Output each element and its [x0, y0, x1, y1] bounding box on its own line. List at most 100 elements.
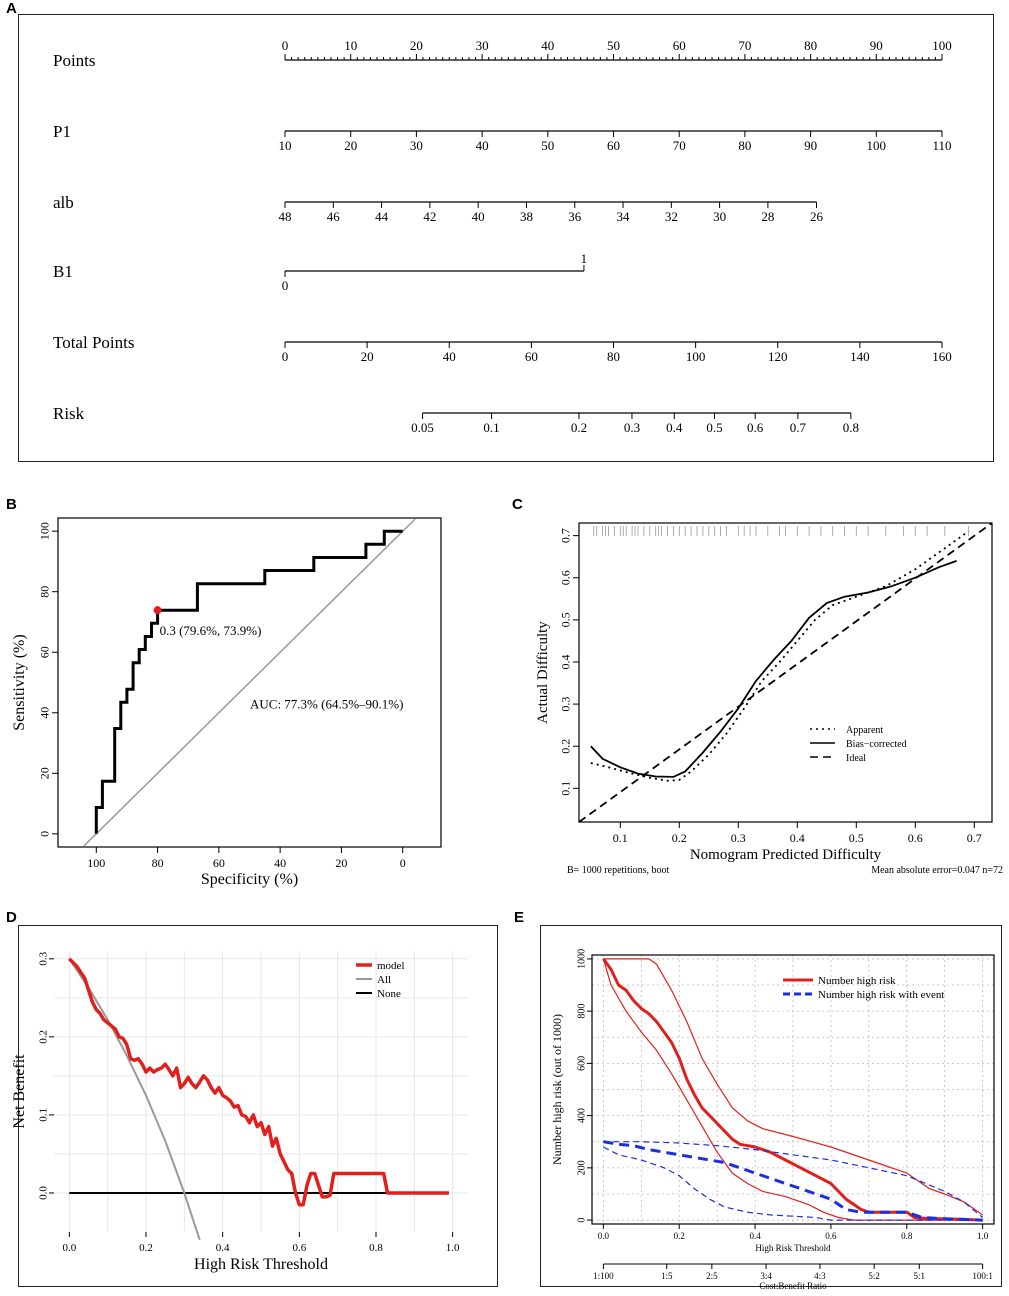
x-tick-label: 0.7 [967, 831, 982, 845]
legend-label: Number high risk with event [818, 989, 944, 1001]
x-tick-label: 20 [335, 856, 347, 870]
calibration-chart: 0.1 0.2 0.3 0.4 0.5 0.6 0.7 0.1 0.2 0.3 0.4 0.5 0.6 0… [535, 522, 1003, 876]
y-tick-label: 80 [38, 586, 52, 598]
y-tick-label: 0.7 [559, 528, 573, 543]
optimal-cutoff-point [153, 606, 162, 615]
x-axis-title: High Risk Threshold [194, 1256, 328, 1273]
tick-label-0: 60 [673, 38, 686, 53]
y-tick-label: 60 [38, 646, 52, 658]
panel-label-a: A [6, 0, 17, 17]
x-tick-label: 0.6 [292, 1242, 306, 1254]
y-tick-label: 200 [576, 1160, 587, 1175]
tick-label-3: 1 [581, 251, 588, 266]
cb-tick-label: 100:1 [972, 1271, 993, 1281]
tick-label-1: 100 [867, 138, 887, 153]
y-tick-label: 0.2 [559, 739, 573, 754]
tick-label-5: 0.05 [411, 420, 434, 435]
tick-label-5: 0.5 [706, 420, 722, 435]
x-tick-label: 0.8 [901, 1231, 913, 1241]
x-tick-label: 1.0 [977, 1231, 989, 1241]
y-tick-label: 400 [576, 1108, 587, 1123]
x-tick-label: 0.8 [369, 1242, 383, 1254]
y-tick-label: 0.5 [559, 612, 573, 627]
x-axis-title: Nomogram Predicted Difficulty [690, 847, 882, 863]
y-axis-title: Sensitivity (%) [11, 634, 28, 730]
legend-label: All [377, 974, 391, 986]
row-label-1: P1 [53, 122, 71, 141]
tick-label-2: 36 [568, 209, 582, 224]
tick-label-5: 0.2 [571, 420, 587, 435]
tick-label-2: 48 [279, 209, 292, 224]
tick-label-1: 80 [738, 138, 751, 153]
y-tick-label: 0.0 [38, 1186, 50, 1200]
cb-tick-label: 1:100 [593, 1271, 614, 1281]
tick-label-3: 0 [282, 278, 289, 293]
y-axis-title: Number high risk (out of 1000) [550, 1014, 564, 1165]
tick-label-4: 60 [525, 349, 538, 364]
x-tick-label: 0.1 [613, 831, 628, 845]
tick-label-2: 34 [617, 209, 631, 224]
tick-label-4: 100 [686, 349, 706, 364]
y-tick-label: 0.4 [559, 654, 573, 669]
tick-label-5: 0.3 [624, 420, 640, 435]
legend-label: Bias−corrected [846, 739, 907, 750]
row-label-5: Risk [53, 404, 85, 423]
tick-label-1: 60 [607, 138, 620, 153]
tick-label-4: 0 [282, 349, 289, 364]
tick-label-4: 120 [768, 349, 788, 364]
y-tick-label: 600 [576, 1056, 587, 1071]
x-tick-label: 40 [274, 856, 286, 870]
y-tick-label: 800 [576, 1004, 587, 1019]
x-tick-label: 0.4 [790, 831, 805, 845]
x-tick-label: 0.2 [674, 1231, 685, 1241]
panel-a-frame [18, 14, 994, 462]
tick-label-5: 0.1 [483, 420, 499, 435]
tick-label-2: 44 [375, 209, 389, 224]
footer-left: B= 1000 repetitions, boot [567, 865, 670, 876]
tick-label-0: 50 [607, 38, 620, 53]
tick-label-1: 110 [932, 138, 951, 153]
tick-label-0: 80 [804, 38, 817, 53]
tick-label-2: 46 [327, 209, 341, 224]
tick-label-4: 80 [607, 349, 620, 364]
y-tick-label: 0.2 [38, 1030, 50, 1044]
x-tick-label: 0.6 [908, 831, 923, 845]
x-tick-label: 60 [213, 856, 225, 870]
decision-curve-chart: 0.0 0.2 0.4 0.6 0.8 1.0 0.0 0.1 0.2 0.3 High Risk … [11, 951, 468, 1273]
cb-axis-title: Cost:Benefit Ratio [759, 1281, 827, 1291]
clinical-impact-chart: 0.0 0.2 0.4 0.6 0.8 1.0 0 200 400 600 800 1000 High … [550, 949, 995, 1291]
plot-frame [578, 522, 993, 823]
tick-label-1: 50 [541, 138, 554, 153]
roc-chart: 100 80 60 40 20 0 0 20 40 60 80 100 Specificity (%) S… [11, 517, 442, 888]
plot-frame [57, 517, 442, 848]
tick-label-5: 0.6 [747, 420, 764, 435]
x-tick-label: 0 [400, 856, 406, 870]
series-dotted [590, 530, 969, 782]
tick-label-2: 42 [423, 209, 436, 224]
x-tick-label: 100 [87, 856, 105, 870]
series-dashed [578, 522, 993, 823]
tick-label-0: 10 [344, 38, 357, 53]
cb-tick-label: 2:5 [706, 1271, 718, 1281]
cb-tick-label: 5:2 [868, 1271, 880, 1281]
y-tick-label: 1000 [576, 949, 587, 969]
x-tick-label: 0.5 [849, 831, 864, 845]
cb-tick-label: 5:1 [914, 1271, 926, 1281]
tick-label-1: 70 [673, 138, 686, 153]
legend-label: None [377, 988, 401, 1000]
x-tick-label: 0.2 [672, 831, 687, 845]
row-label-4: Total Points [53, 333, 134, 352]
tick-label-4: 160 [932, 349, 952, 364]
tick-label-5: 0.8 [843, 420, 859, 435]
x-tick-label: 0.4 [216, 1242, 230, 1254]
y-tick-label: 0 [38, 831, 52, 837]
x-tick-label: 0.2 [139, 1242, 153, 1254]
x-tick-label: 0.3 [731, 831, 746, 845]
cb-tick-label: 3:4 [760, 1271, 772, 1281]
tick-label-2: 26 [810, 209, 824, 224]
x-axis-title: Specificity (%) [201, 871, 298, 888]
legend-label: Number high risk [818, 975, 896, 987]
tick-label-4: 40 [443, 349, 456, 364]
tick-label-1: 90 [804, 138, 817, 153]
